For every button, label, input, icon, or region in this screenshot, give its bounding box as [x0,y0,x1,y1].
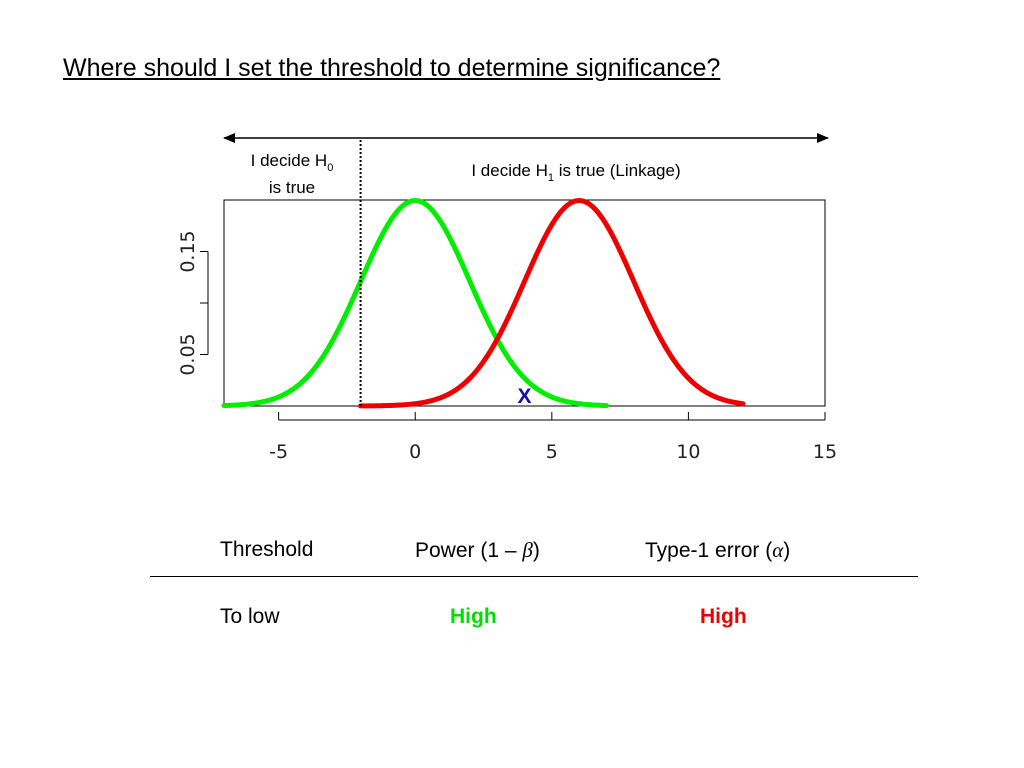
header-error-prefix: Type-1 error ( [645,539,773,562]
plot-frame [223,199,826,407]
h0-region-label: I decide H0 [251,151,334,174]
x-tick-label: 5 [546,441,558,463]
y-tick-label: 0.15 [177,230,199,272]
header-threshold: Threshold [220,538,314,561]
beta-symbol: β [522,538,533,562]
h0-label-text: I decide H [251,151,328,170]
results-table: Threshold Power (1 – β) Type-1 error (α)… [150,532,918,639]
h1-label-subscript: 1 [548,172,554,184]
y-axis: 0.05 0.15 [177,230,209,376]
h1-region-label: I decide H1 is true (Linkage) [471,161,680,184]
x-tick-label: 10 [676,441,700,463]
density-curves [221,198,746,409]
x-tick-label: 0 [409,441,421,463]
x-tick-label: -5 [269,441,288,463]
h0-label-subscript: 0 [327,162,333,174]
h1-label-text: I decide H [471,161,548,180]
row-threshold-value: To low [220,605,280,628]
header-error-suffix: ) [783,539,791,562]
h1-density-curve [358,198,746,409]
x-axis: -5 0 5 10 15 [269,412,837,463]
page-title: Where should I set the threshold to dete… [63,54,721,82]
header-power: Power (1 – β) [415,538,540,563]
header-type1-error: Type-1 error (α) [645,538,790,563]
y-tick-label: 0.05 [177,333,199,375]
row-error-value: High [700,605,747,628]
chart-overlays: X [359,140,532,408]
alpha-symbol: α [772,538,784,562]
table-row: To low High High [150,599,918,639]
table-divider [150,576,918,577]
h1-label-suffix: is true (Linkage) [554,161,681,180]
header-power-prefix: Power (1 – [415,539,523,562]
x-tick-label: 15 [813,441,837,463]
h0-density-curve [221,198,609,409]
header-power-suffix: ) [532,539,540,562]
row-power-value: High [450,605,497,628]
alpha-marker: X [517,385,531,408]
h0-label-line2: is true [269,178,315,197]
table-header-row: Threshold Power (1 – β) Type-1 error (α) [150,532,918,572]
